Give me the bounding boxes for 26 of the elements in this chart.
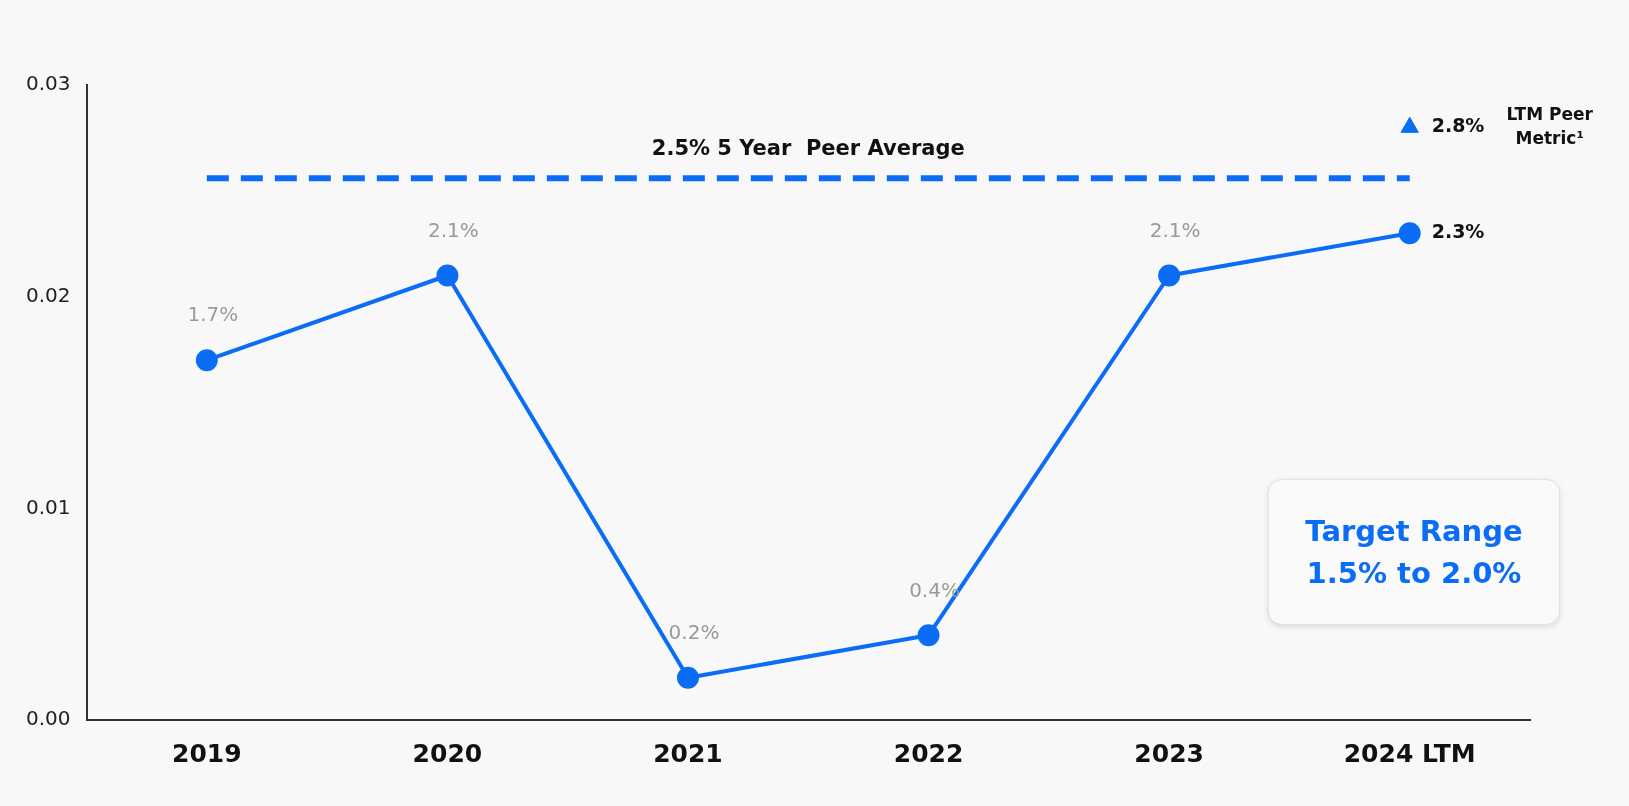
point: [195, 349, 218, 372]
x-tick-label: 2019: [172, 738, 242, 768]
ref-line-label: 2.5% 5 Year Peer Average: [651, 136, 965, 161]
point: [1398, 222, 1421, 245]
y-tick-label: 0.00: [26, 706, 71, 731]
point: [1158, 264, 1181, 287]
data-label: 2.1%: [427, 217, 479, 242]
y-tick-label: 0.02: [26, 282, 71, 307]
text: LTM Peer Metric¹: [1505, 103, 1594, 151]
point: [676, 666, 699, 689]
y-tick-label: 0.03: [26, 71, 71, 96]
data-label: 2.1%: [1149, 217, 1201, 242]
data-label: 1.7%: [187, 302, 239, 327]
point: [917, 624, 940, 647]
x-tick-label: 2024 LTM: [1343, 738, 1476, 768]
data-label: 2.8%: [1431, 114, 1485, 137]
data-label: 0.2%: [668, 619, 720, 644]
x-tick-label: 2023: [1134, 738, 1204, 768]
point: [436, 264, 459, 287]
data-label: 0.4%: [909, 577, 960, 602]
x-tick-label: 2021: [653, 738, 723, 768]
y-tick-label: 0.01: [26, 494, 71, 519]
x-tick-label: 2022: [893, 738, 964, 768]
data-label: 2.3%: [1431, 220, 1485, 243]
x-tick-label: 2020: [412, 738, 483, 768]
text-card: Target Range 1.5% to 2.0%: [1268, 479, 1560, 626]
